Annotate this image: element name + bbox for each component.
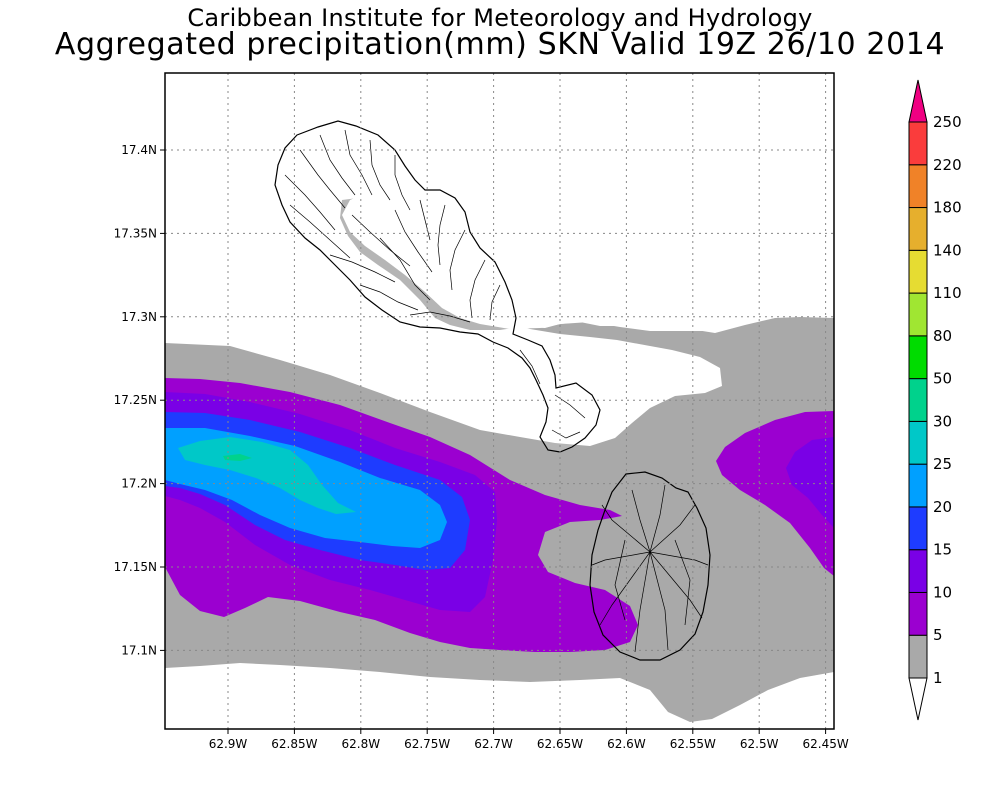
colorbar-label: 220: [933, 156, 962, 174]
colorbar-swatch: [908, 634, 928, 679]
colorbar-label: 1: [933, 669, 943, 687]
y-tick-label: 17.35N: [114, 226, 157, 240]
y-tick-label: 17.3N: [121, 310, 157, 324]
island-st-kitts: [274, 120, 601, 453]
x-tick-label: 62.9W: [209, 737, 248, 751]
colorbar-label: 15: [933, 541, 952, 559]
colorbar-swatch: [908, 164, 928, 209]
x-axis: 62.9W 62.85W 62.8W 62.75W 62.7W 62.65W 62.6W 62…: [209, 729, 849, 751]
x-tick-label: 62.7W: [474, 737, 513, 751]
colorbar-swatch: [908, 463, 928, 508]
colorbar-swatch: [908, 420, 928, 465]
colorbar-swatch: [908, 292, 928, 337]
x-tick-label: 62.8W: [342, 737, 381, 751]
colorbar-label: 20: [933, 498, 952, 516]
colorbar-swatch: [908, 207, 928, 251]
colorbar-label: 180: [933, 199, 962, 217]
x-tick-label: 62.75W: [404, 737, 450, 751]
colorbar-label: 80: [933, 327, 952, 345]
colorbar-swatch: [908, 506, 928, 551]
colorbar-label: 140: [933, 241, 962, 259]
grid-lines: [165, 73, 834, 729]
y-tick-label: 17.25N: [114, 393, 157, 407]
x-tick-label: 62.55W: [670, 737, 716, 751]
x-tick-label: 62.45W: [802, 737, 848, 751]
colorbar-label: 110: [933, 284, 962, 302]
y-tick-label: 17.4N: [121, 143, 157, 157]
island-nevis: [589, 471, 711, 661]
contour-25-30mm: [178, 437, 356, 514]
colorbar-label: 25: [933, 455, 952, 473]
precip-contours: [165, 73, 834, 729]
colorbar-lower-triangle: [908, 677, 928, 721]
colorbar-swatch: [908, 549, 928, 593]
plot-frame: [164, 72, 835, 730]
x-tick-label: 62.6W: [607, 737, 646, 751]
y-axis: 17.4N 17.35N 17.3N 17.25N 17.2N 17.15N 17.1N: [114, 143, 165, 657]
contour-below-1mm: [165, 73, 834, 331]
colorbar-label: 50: [933, 370, 952, 388]
colorbar-label: 10: [933, 583, 952, 601]
contour-10-15mm-east: [786, 437, 834, 528]
colorbar-label: 30: [933, 412, 952, 430]
contour-below-1mm-bottom: [165, 663, 834, 729]
y-tick-label: 17.2N: [121, 477, 157, 491]
colorbar-swatch: [908, 249, 928, 294]
colorbar-label: 250: [933, 113, 962, 131]
chart-title-institute: Caribbean Institute for Meteorology and …: [187, 4, 813, 32]
contour-30-50mm: [223, 454, 252, 461]
x-tick-label: 62.85W: [271, 737, 317, 751]
colorbar-swatch: [908, 378, 928, 422]
x-tick-label: 62.65W: [537, 737, 583, 751]
x-tick-label: 62.5W: [740, 737, 779, 751]
colorbar-swatch: [908, 121, 928, 166]
colorbar-swatch: [908, 591, 928, 636]
y-tick-label: 17.1N: [121, 643, 157, 657]
colorbar-upper-triangle: [908, 79, 928, 123]
colorbar-swatch: [908, 335, 928, 380]
y-tick-label: 17.15N: [114, 560, 157, 574]
colorbar-label: 5: [933, 626, 943, 644]
chart-title-product: Aggregated precipitation(mm) SKN Valid 1…: [54, 27, 946, 62]
